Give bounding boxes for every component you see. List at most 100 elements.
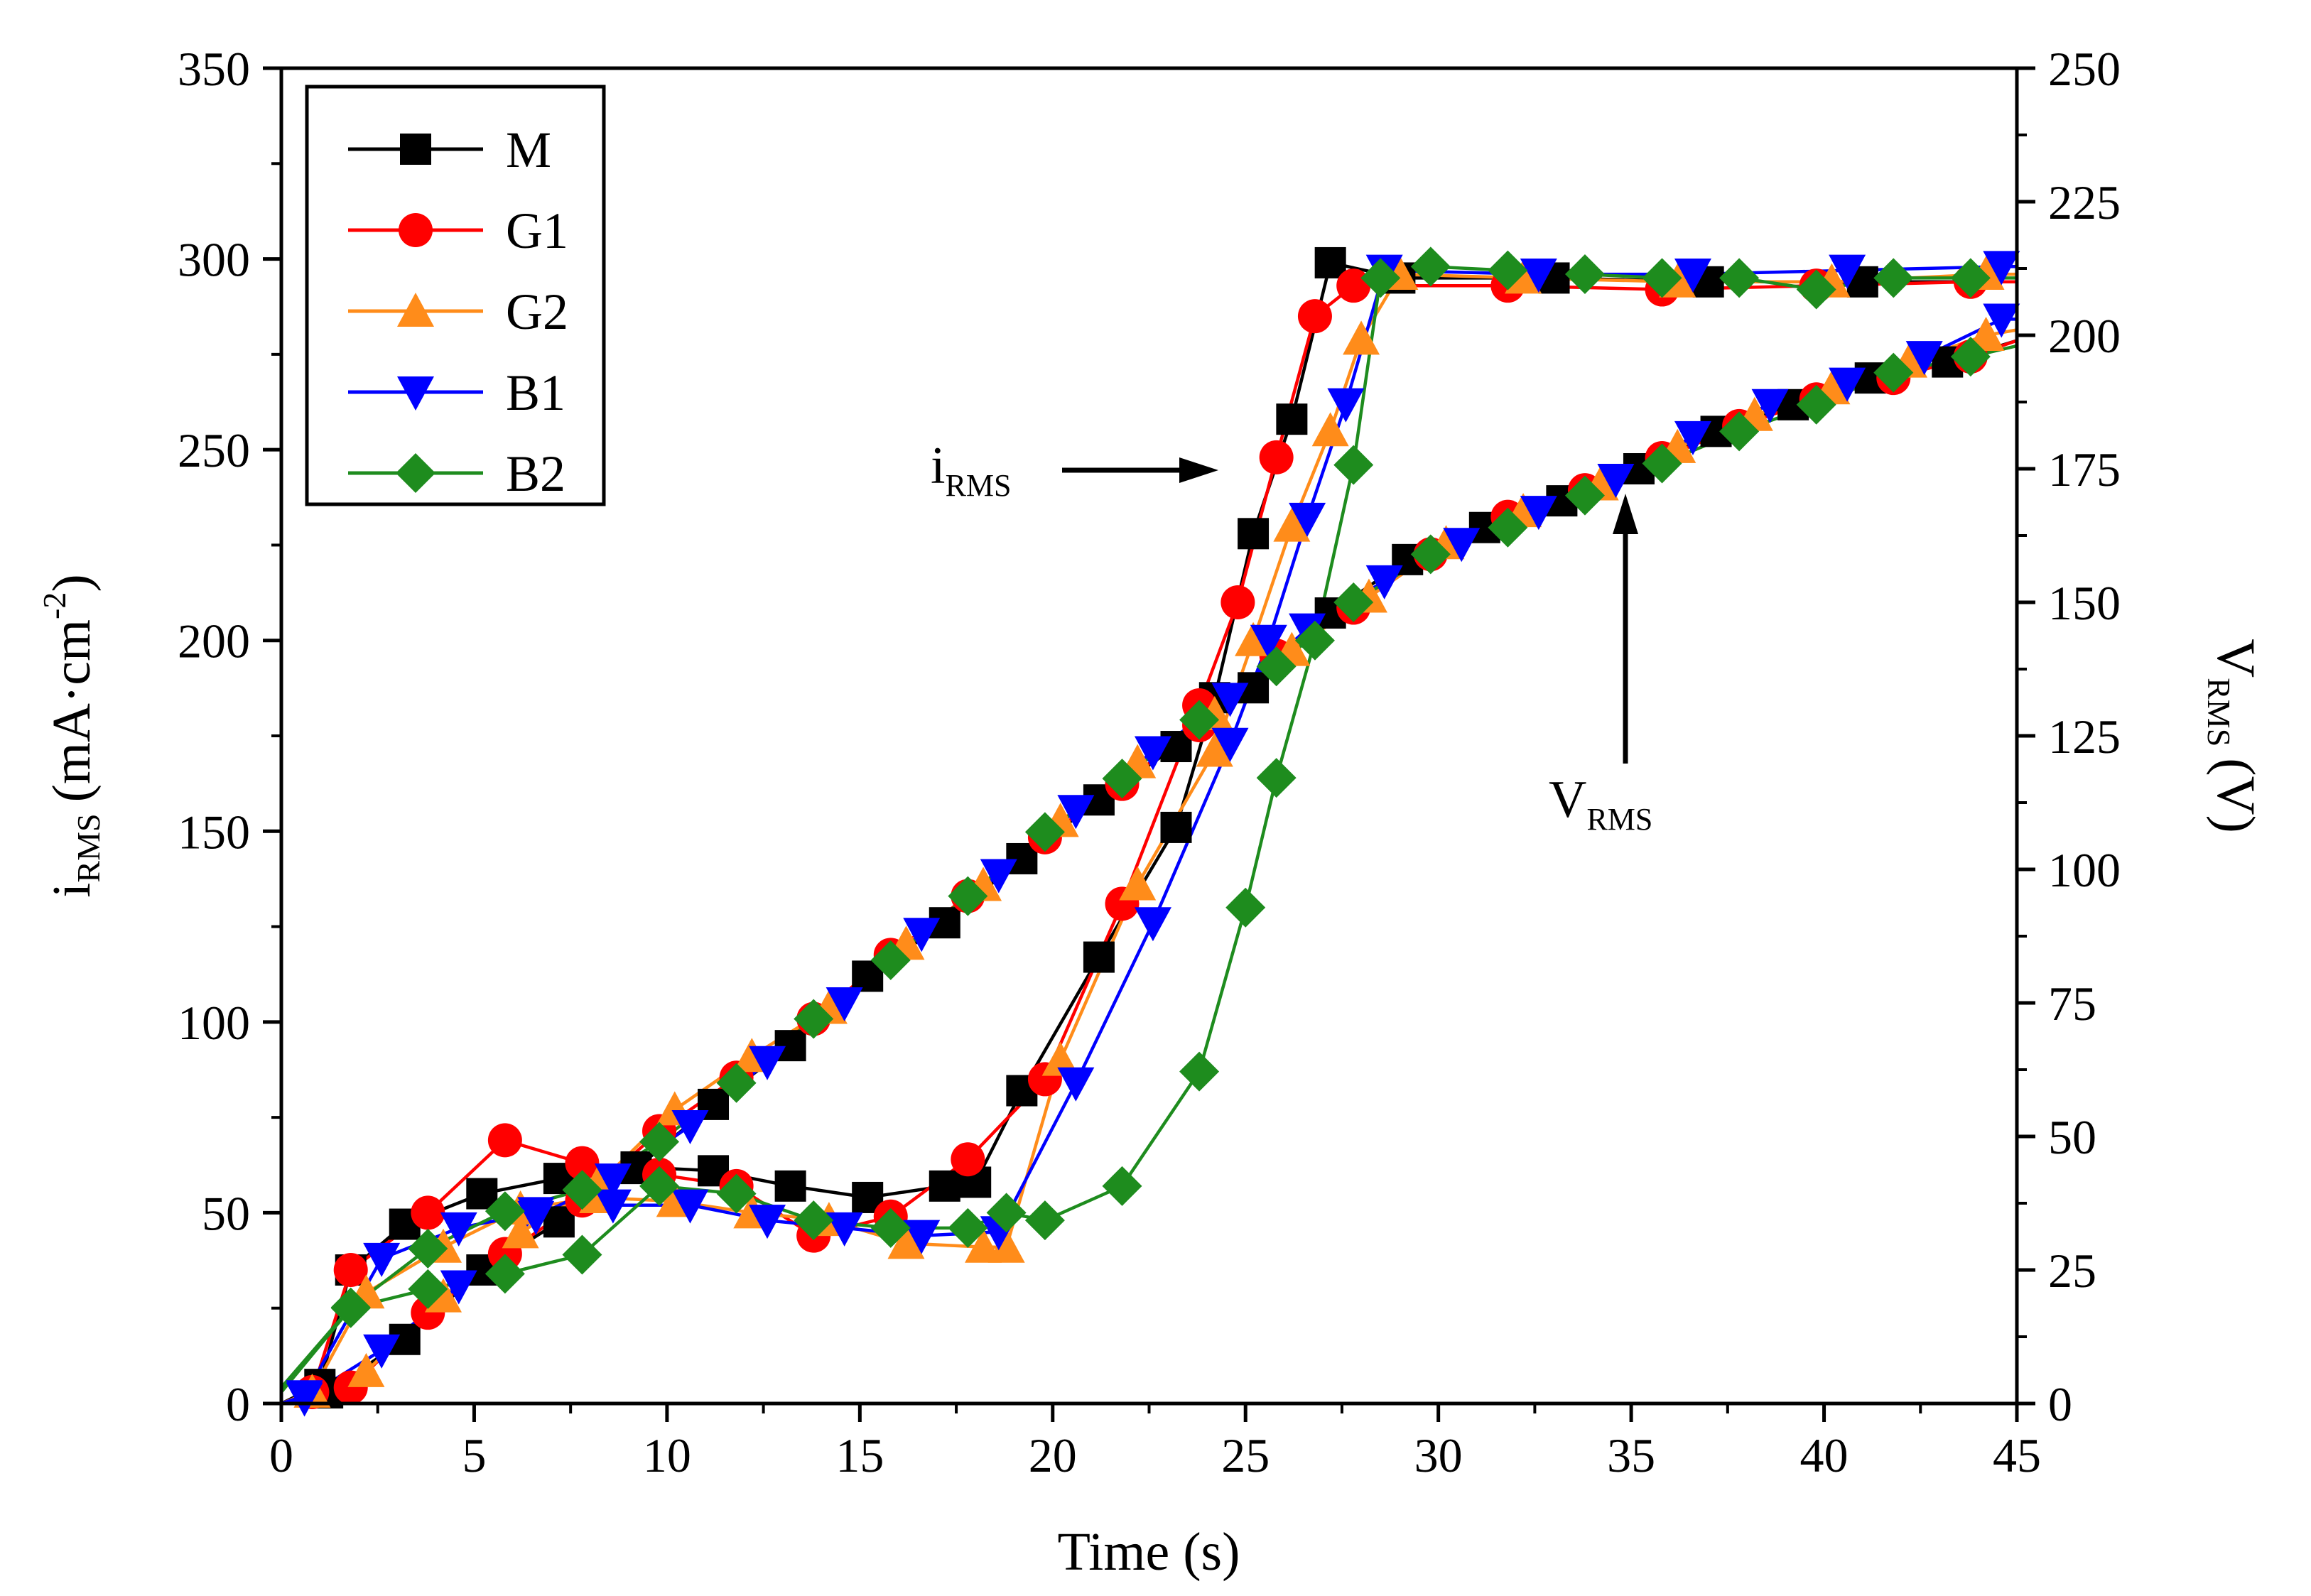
series-b1-voltage-point: [1443, 528, 1481, 563]
y-left-title-sub: RMS: [70, 813, 107, 882]
series-b1-voltage-point: [826, 987, 863, 1021]
x-tick-label: 40: [1800, 1428, 1849, 1482]
annotation-vrms-main: V: [1549, 771, 1586, 829]
series-g2-current-point: [1235, 621, 1272, 656]
y-left-tick-label: 0: [226, 1377, 250, 1431]
series-b2-voltage-point: [1102, 759, 1142, 799]
y-left-title-main: i: [42, 883, 102, 898]
y-left-tick-label: 150: [178, 805, 250, 859]
series-b1-current-point: [826, 1212, 863, 1247]
series-b1-voltage-point: [1674, 420, 1711, 455]
legend-label-b2: B2: [506, 445, 565, 502]
y-left-title-close: ): [42, 574, 102, 592]
series-b2-voltage-point: [485, 1191, 525, 1232]
x-tick-label: 20: [1029, 1428, 1077, 1482]
legend: M G1 G2 B1 B2: [305, 85, 606, 506]
series-b2-voltage-point: [1488, 507, 1528, 548]
series-g2-current-point: [887, 1225, 925, 1259]
series-b2-voltage-point: [794, 999, 834, 1039]
series-b1-current-point: [1829, 254, 1866, 289]
series-b2-current-point: [408, 1269, 448, 1309]
markers-group: [286, 246, 2020, 1417]
legend-box: [305, 85, 606, 506]
legend-marker-g2: [397, 293, 434, 327]
series-b2-voltage-point: [1642, 443, 1682, 484]
y-right-tick-label: 50: [2048, 1110, 2096, 1164]
x-tick-label: 30: [1414, 1428, 1463, 1482]
series-b1-voltage-point: [671, 1109, 709, 1144]
series-b2-current-point: [1796, 269, 1836, 310]
series-g1-current-point: [1297, 299, 1332, 334]
series-b1-voltage-point: [1365, 565, 1403, 599]
series-b1-voltage-point: [980, 859, 1017, 894]
series-b1-current-point: [749, 1205, 786, 1239]
series-m-current-point: [929, 1170, 960, 1202]
series-b2-current-point: [1294, 620, 1335, 661]
series-g2-current-point: [1041, 1041, 1079, 1076]
annotation-vrms-arrowhead: [1613, 494, 1638, 534]
series-g1-current-point: [411, 1195, 445, 1230]
series-b2-voltage-point: [870, 940, 911, 980]
y-left-tick-label: 50: [202, 1186, 250, 1240]
series-b2-current-point: [485, 1254, 525, 1294]
y-right-tick-label: 250: [2048, 42, 2121, 96]
legend-label-g1: G1: [506, 202, 568, 259]
series-b1-current-point: [363, 1242, 401, 1277]
y-left-tick-label: 250: [178, 423, 250, 477]
series-b1-current-point: [1983, 251, 2020, 286]
y-right-tick-label: 200: [2048, 309, 2121, 363]
series-b2-voltage-point: [1873, 352, 1914, 393]
plot-area: [281, 246, 2020, 1417]
series-b2-current-point: [1642, 258, 1682, 298]
series-b2-current-point: [1225, 887, 1266, 928]
series-g2-current-point: [1311, 412, 1349, 447]
annotation-irms-sub: RMS: [946, 468, 1012, 503]
series-b2-current-point: [1179, 1051, 1220, 1092]
series-b1-current-point: [1327, 388, 1365, 423]
series-b1-current-point: [440, 1212, 477, 1247]
series-b2-current-point: [1719, 258, 1760, 298]
series-b2-voltage-point: [716, 1063, 757, 1103]
series-b1-voltage-point: [1983, 303, 2020, 338]
series-b1-current-point: [1520, 259, 1557, 293]
svg-text:iRMS: iRMS: [931, 437, 1012, 503]
y-left-tick-label: 350: [178, 42, 250, 96]
series-g2-voltage-point: [425, 1278, 462, 1313]
annotation-irms-main: i: [931, 437, 946, 495]
series-b1-voltage-point: [1057, 795, 1095, 830]
series-m-current-point: [1314, 246, 1346, 278]
series-b2-voltage-point: [562, 1170, 602, 1210]
axes: 0 5 10 15 20 25 30 35 40 450501001502002503003500…: [178, 42, 2121, 1482]
y-right-tick-label: 0: [2048, 1377, 2072, 1431]
x-tick-label: 35: [1607, 1428, 1655, 1482]
series-b2-current-point: [948, 1207, 988, 1248]
y-right-title-units: (V): [2206, 758, 2266, 833]
series-b1-voltage-point: [1751, 389, 1789, 423]
series-g2-current-point: [987, 1228, 1025, 1263]
legend-marker-g1: [399, 213, 433, 247]
series-b2-current-point: [562, 1234, 602, 1275]
series-b2-voltage-point: [639, 1122, 680, 1162]
series-b1-voltage-point: [903, 918, 941, 952]
x-tick-label: 5: [462, 1428, 486, 1482]
series-b1-voltage-point: [1211, 683, 1249, 717]
series-b1-voltage-point: [363, 1334, 401, 1369]
series-b2-current-point: [1950, 258, 1991, 298]
series-b2-current-point: [1873, 258, 1914, 298]
series-m-current-point: [1083, 941, 1115, 973]
y-left-title-units: (mA·cm: [42, 619, 102, 802]
legend-label-b1: B1: [506, 364, 565, 421]
y-right-title-main: V: [2206, 639, 2266, 678]
series-b2-current-point: [986, 1193, 1027, 1233]
series-m-current-point: [1276, 403, 1308, 435]
series-b2-voltage-point: [948, 876, 988, 916]
legend-marker-m: [400, 134, 431, 165]
series-b1-voltage-point: [440, 1270, 477, 1305]
annotation-irms: iRMS: [931, 437, 1218, 503]
series-b1-voltage-point: [749, 1046, 786, 1080]
y-right-tick-label: 75: [2048, 977, 2096, 1031]
series-b2-current-point: [794, 1200, 834, 1241]
y-left-tick-label: 300: [178, 233, 250, 287]
series-g2-voltage-point: [347, 1352, 385, 1387]
